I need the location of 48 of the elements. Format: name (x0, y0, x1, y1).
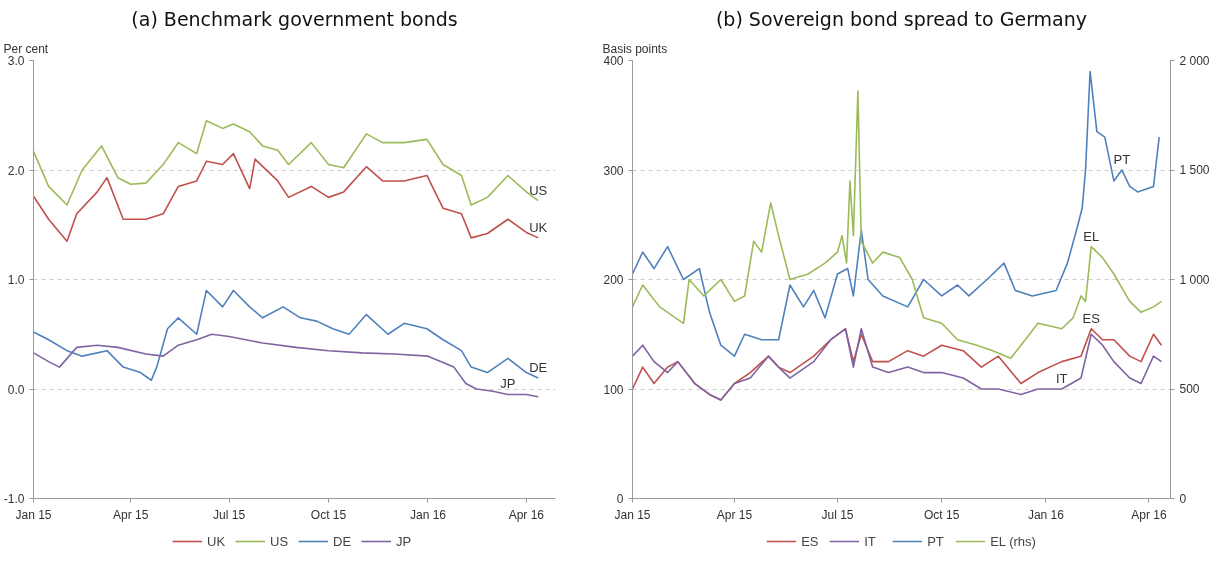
x-tick-label: Apr 16 (508, 507, 545, 522)
chart-title: (b) Sovereign bond spread to Germany (715, 7, 1088, 30)
legend-label: JP (396, 533, 413, 549)
y2-tick-label: 2 000 (1179, 53, 1210, 68)
legend-label: UK (207, 533, 227, 549)
annotation: ES (1082, 310, 1101, 326)
legend-label: IT (864, 533, 877, 549)
x-tick-label: Jan 15 (15, 507, 52, 522)
x-tick-label: Jan 16 (1027, 507, 1065, 522)
x-tick-label: Jul 15 (213, 507, 246, 522)
y-tick-label: 3.0 (7, 54, 25, 68)
x-tick-label: Jan 15 (614, 507, 651, 522)
chart-title: (a) Benchmark government bonds (131, 7, 458, 30)
y-tick-label: -1.0 (3, 492, 25, 506)
y2-tick-label: 500 (1179, 382, 1200, 396)
legend-label: DE (333, 533, 353, 549)
y2-tick-label: 1 000 (1179, 272, 1210, 287)
y-tick-label: 400 (603, 54, 624, 68)
y-tick-label: 0 (616, 492, 624, 506)
y-axis-title: Per cent (3, 41, 49, 56)
y-axis-title: Basis points (602, 41, 668, 56)
y-tick-label: 300 (603, 163, 624, 178)
annotation: US (529, 182, 548, 198)
annotation: PT (1113, 152, 1131, 167)
y2-tick-label: 1 500 (1179, 163, 1210, 177)
line-series (632, 327, 1163, 401)
x-tick-label: Apr 15 (113, 507, 149, 522)
legend-label: EL (rhs) (990, 533, 1036, 549)
y-tick-label: 100 (603, 382, 624, 397)
annotation: EL (1083, 228, 1100, 244)
x-tick-label: Apr 16 (1131, 507, 1167, 522)
legend-label: PT (927, 533, 945, 549)
x-tick-label: Oct 15 (924, 507, 960, 522)
annotation: JP (500, 376, 516, 392)
x-tick-label: Jan 16 (409, 507, 447, 522)
annotation: IT (1055, 371, 1068, 386)
x-tick-label: Oct 15 (310, 507, 347, 522)
legend-label: US (270, 533, 290, 549)
y-tick-label: 1.0 (7, 273, 25, 287)
y-tick-label: 2.0 (7, 163, 25, 178)
legend-label: ES (801, 533, 820, 549)
x-tick-label: Apr 15 (716, 507, 753, 522)
annotation: UK (529, 219, 548, 235)
y2-tick-label: 0 (1179, 491, 1187, 506)
y-tick-label: 200 (603, 273, 624, 287)
y-tick-label: 0.0 (7, 382, 25, 397)
x-tick-label: Jul 15 (821, 507, 854, 522)
annotation: DE (529, 360, 548, 376)
